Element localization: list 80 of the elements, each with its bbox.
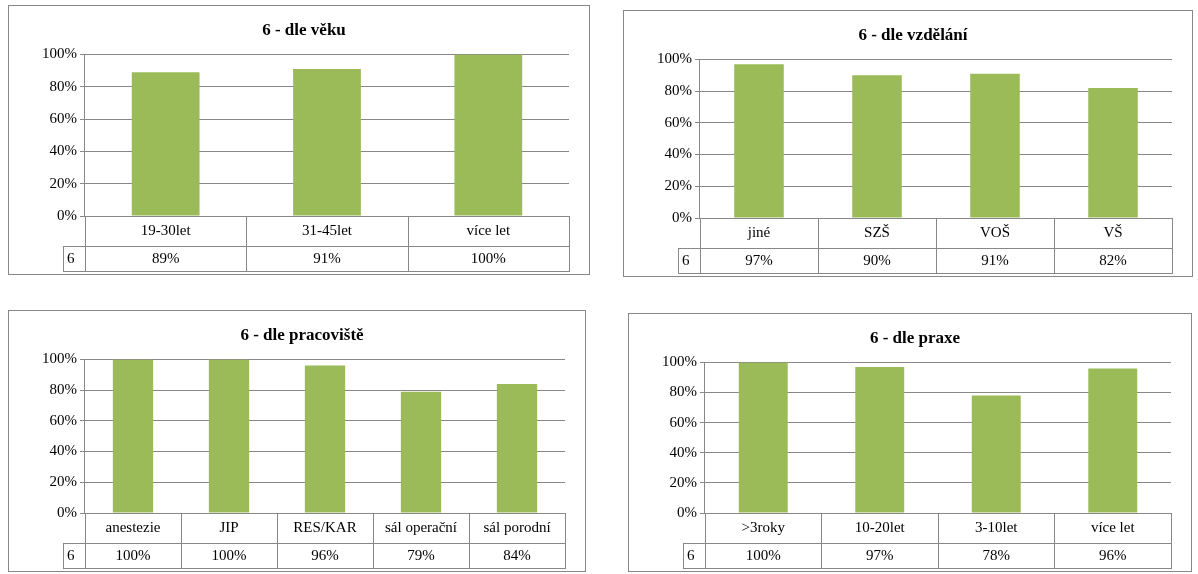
text: 6 <box>687 546 695 563</box>
x-tick-label: SZŠ <box>864 223 890 240</box>
text: 6 <box>682 251 690 268</box>
data-label: 91% <box>981 251 1009 268</box>
x-tick-label: >3roky <box>741 518 786 535</box>
x-tick-label: sál operační <box>384 518 458 535</box>
y-tick-label: 80% <box>669 383 697 400</box>
x-tick-label: více let <box>466 221 512 238</box>
chart-title: 6 - dle vzdělání <box>858 24 968 44</box>
bar <box>454 54 523 216</box>
chart-title: 6 - dle praxe <box>869 327 961 347</box>
bar <box>293 68 361 216</box>
y-tick-label: 80% <box>49 381 77 398</box>
x-tick-label: 19-30let <box>140 221 192 238</box>
bar <box>131 72 200 216</box>
data-label: 100% <box>115 546 151 563</box>
data-label: 78% <box>982 546 1010 563</box>
bar <box>400 391 442 513</box>
y-tick-label: 100% <box>42 45 77 62</box>
y-tick-label: 40% <box>49 142 77 159</box>
y-tick-label: 100% <box>657 50 692 67</box>
bar <box>971 395 1021 513</box>
chart-title: 6 - dle pracoviště <box>240 324 365 344</box>
y-tick-label: 40% <box>49 442 77 459</box>
y-tick-label: 100% <box>662 353 697 370</box>
text: 6 <box>67 249 75 266</box>
x-tick-label: JIP <box>219 518 239 535</box>
chart-title: 6 - dle věku <box>262 19 346 39</box>
data-label: 100% <box>745 546 781 563</box>
y-tick-label: 60% <box>49 411 77 428</box>
bar <box>112 359 154 513</box>
data-label: 97% <box>745 251 773 268</box>
y-tick-label: 60% <box>669 413 697 430</box>
data-label: 82% <box>1099 251 1127 268</box>
x-tick-label: VOŠ <box>979 223 1011 240</box>
bar <box>1088 368 1138 513</box>
data-label: 91% <box>313 249 341 266</box>
data-label: 100% <box>470 249 506 266</box>
data-label: 97% <box>866 546 894 563</box>
data-label: 90% <box>863 251 891 268</box>
bar <box>304 365 346 513</box>
y-tick-label: 0% <box>57 206 77 223</box>
y-tick-label: 20% <box>49 174 77 191</box>
data-label: 84% <box>503 546 531 563</box>
bar <box>734 64 784 218</box>
x-tick-label: jiné <box>746 223 771 240</box>
x-tick-label: RES/KAR <box>293 518 357 535</box>
x-tick-label: 3-10let <box>975 518 1019 535</box>
y-tick-label: 40% <box>664 145 692 162</box>
bar <box>496 383 538 513</box>
y-tick-label: 20% <box>664 177 692 194</box>
data-label: 96% <box>311 546 339 563</box>
x-tick-label: více let <box>1090 518 1136 535</box>
x-tick-label: VŠ <box>1103 223 1123 240</box>
y-tick-label: 80% <box>49 77 77 94</box>
y-tick-label: 40% <box>669 443 697 460</box>
bar <box>208 359 250 513</box>
x-tick-label: 10-20let <box>854 518 906 535</box>
y-tick-label: 0% <box>672 208 692 225</box>
text: 6 <box>67 546 75 563</box>
bar <box>1088 87 1138 218</box>
bar <box>855 366 905 513</box>
y-tick-label: 60% <box>664 113 692 130</box>
x-tick-label: anestezie <box>105 518 161 535</box>
y-tick-label: 100% <box>42 350 77 367</box>
data-label: 79% <box>407 546 435 563</box>
x-tick-label: 31-45let <box>302 221 353 238</box>
y-tick-label: 0% <box>57 503 77 520</box>
y-tick-label: 20% <box>669 473 697 490</box>
y-tick-label: 60% <box>49 109 77 126</box>
y-tick-label: 20% <box>49 473 77 490</box>
x-tick-label: sál porodní <box>483 518 551 535</box>
data-label: 96% <box>1099 546 1127 563</box>
y-tick-label: 80% <box>664 82 692 99</box>
data-label: 89% <box>151 249 180 266</box>
bar <box>970 73 1020 218</box>
bar <box>738 362 788 513</box>
bar <box>852 75 902 218</box>
data-label: 100% <box>211 546 247 563</box>
y-tick-label: 0% <box>677 503 697 520</box>
